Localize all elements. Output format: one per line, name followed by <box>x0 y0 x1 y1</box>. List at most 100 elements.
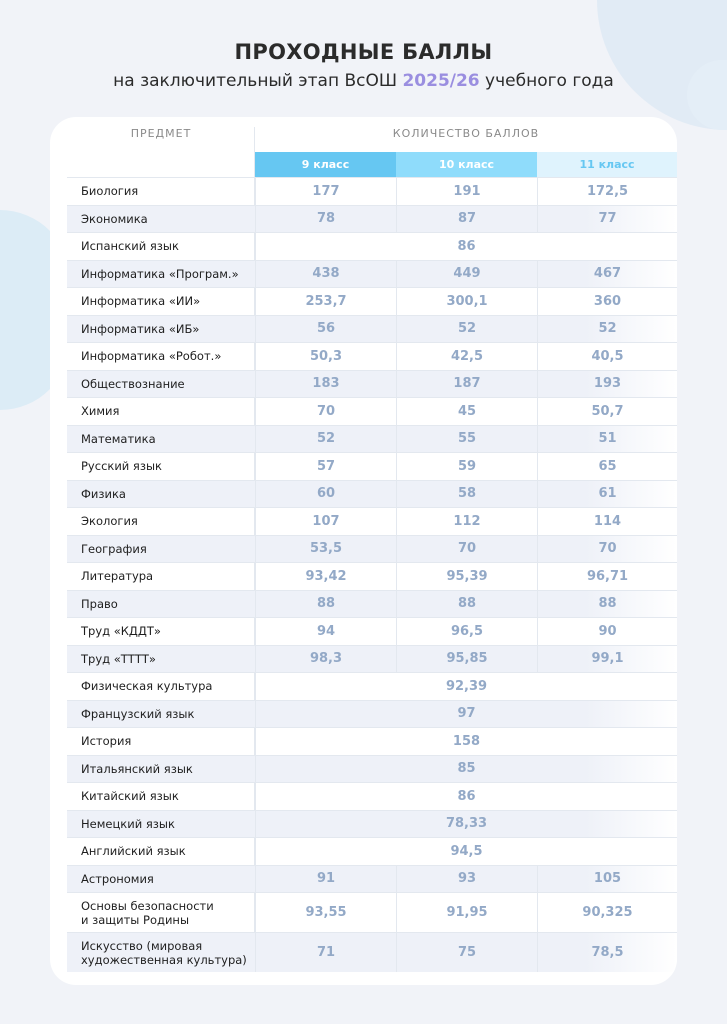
subject-name: Экономика <box>81 211 148 226</box>
score-grade-10: 191 <box>396 178 537 205</box>
score-grade-9: 53,5 <box>255 535 396 562</box>
subject-name: Труд «КДДТ» <box>81 624 161 639</box>
table-row: Искусство (мировая художественная культу… <box>67 932 677 972</box>
score-grade-10: 75 <box>396 933 537 972</box>
subject-name: Физика <box>81 486 126 501</box>
table-row: Химия 70 45 50,7 <box>67 397 677 425</box>
table-row: Биология 177 191 172,5 <box>67 177 677 205</box>
table-row: Литература 93,42 95,39 96,71 <box>67 562 677 590</box>
table-row: Французский язык 97 <box>67 699 677 727</box>
score-grade-10: 88 <box>396 590 537 617</box>
subject-name: Литература <box>81 569 154 584</box>
table-row: Основы безопасности и защиты Родины 93,55… <box>67 892 677 932</box>
table-body: Биология 177 191 172,5 Экономика 78 87 77 Испанс… <box>67 177 677 972</box>
table-row: Экология 107 112 114 <box>67 507 677 535</box>
score-grade-10: 112 <box>396 508 537 535</box>
subject-name: Информатика «Робот.» <box>81 349 222 364</box>
score-grade-11: 70 <box>537 535 677 562</box>
subject-column-header: ПРЕДМЕТ <box>130 127 192 140</box>
subject-name: Испанский язык <box>81 239 179 254</box>
subject-name: Итальянский язык <box>81 761 193 776</box>
table-row: История 158 <box>67 727 677 755</box>
table-row: Физика 60 58 61 <box>67 479 677 507</box>
table-row: Труд «КДДТ» 94 96,5 90 <box>67 617 677 645</box>
score-grade-11: 105 <box>537 865 677 892</box>
score-grade-10: 59 <box>396 453 537 480</box>
grade-11-header: 11 класс <box>537 152 677 177</box>
score-grade-9: 78 <box>255 205 396 232</box>
score-grade-10: 58 <box>396 480 537 507</box>
table-row: Информатика «ИБ» 56 52 52 <box>67 314 677 342</box>
score-grade-9: 91 <box>255 865 396 892</box>
score-grade-11: 50,7 <box>537 398 677 425</box>
score-grade-9: 94 <box>255 618 396 645</box>
score-grade-11: 90,325 <box>537 893 677 932</box>
table-row: Информатика «Програм.» 438 449 467 <box>67 259 677 287</box>
score-all-grades: 97 <box>255 700 677 727</box>
table-row: Математика 52 55 51 <box>67 424 677 452</box>
score-all-grades: 158 <box>255 728 677 755</box>
score-grade-10: 95,85 <box>396 645 537 672</box>
page-title: ПРОХОДНЫЕ БАЛЛЫ <box>234 40 493 64</box>
score-all-grades: 85 <box>255 755 677 782</box>
subject-name: Информатика «ИИ» <box>81 294 201 309</box>
score-grade-9: 98,3 <box>255 645 396 672</box>
score-grade-10: 70 <box>396 535 537 562</box>
subject-name: Английский язык <box>81 844 186 859</box>
score-grade-11: 77 <box>537 205 677 232</box>
score-all-grades: 92,39 <box>255 673 677 700</box>
score-grade-10: 91,95 <box>396 893 537 932</box>
table-row: Информатика «Робот.» 50,3 42,5 40,5 <box>67 342 677 370</box>
score-grade-9: 60 <box>255 480 396 507</box>
subject-name: Биология <box>81 184 139 199</box>
subject-name: Химия <box>81 404 120 419</box>
score-grade-10: 95,39 <box>396 563 537 590</box>
subtitle-text: на заключительный этап ВсОШ <box>113 71 398 91</box>
score-grade-9: 71 <box>255 933 396 972</box>
score-grade-11: 360 <box>537 288 677 315</box>
score-grade-11: 172,5 <box>537 178 677 205</box>
grade-9-header: 9 класс <box>255 152 396 177</box>
score-grade-11: 61 <box>537 480 677 507</box>
school-year: 2025/26 <box>402 71 480 91</box>
score-grade-9: 183 <box>255 370 396 397</box>
score-grade-10: 187 <box>396 370 537 397</box>
score-grade-11: 114 <box>537 508 677 535</box>
scores-column-header: КОЛИЧЕСТВО БАЛЛОВ <box>392 127 540 140</box>
score-grade-10: 52 <box>396 315 537 342</box>
subtitle-text-end: учебного года <box>485 71 614 91</box>
table-row: Русский язык 57 59 65 <box>67 452 677 480</box>
score-grade-10: 93 <box>396 865 537 892</box>
table-row: Испанский язык 86 <box>67 232 677 260</box>
subject-name: Русский язык <box>81 459 162 474</box>
subject-name: Информатика «Програм.» <box>81 266 239 281</box>
score-grade-11: 96,71 <box>537 563 677 590</box>
subject-name: Основы безопасности и защиты Родины <box>81 898 214 927</box>
score-grade-11: 52 <box>537 315 677 342</box>
score-grade-9: 93,55 <box>255 893 396 932</box>
score-all-grades: 86 <box>255 783 677 810</box>
score-grade-11: 65 <box>537 453 677 480</box>
table-row: Труд «ТТТТ» 98,3 95,85 99,1 <box>67 644 677 672</box>
subject-name: Труд «ТТТТ» <box>81 651 156 666</box>
table-row: Право 88 88 88 <box>67 589 677 617</box>
scores-table: ПРЕДМЕТ КОЛИЧЕСТВО БАЛЛОВ 9 класс 10 кла… <box>50 117 677 985</box>
score-grade-11: 78,5 <box>537 933 677 972</box>
subject-name: Обществознание <box>81 376 185 391</box>
score-grade-10: 45 <box>396 398 537 425</box>
subject-name: Математика <box>81 431 156 446</box>
score-grade-10: 87 <box>396 205 537 232</box>
table-row: Обществознание 183 187 193 <box>67 369 677 397</box>
table-row: Информатика «ИИ» 253,7 300,1 360 <box>67 287 677 315</box>
subject-name: Немецкий язык <box>81 816 175 831</box>
score-grade-11: 40,5 <box>537 343 677 370</box>
score-grade-9: 56 <box>255 315 396 342</box>
score-grade-10: 300,1 <box>396 288 537 315</box>
score-grade-10: 42,5 <box>396 343 537 370</box>
score-grade-11: 99,1 <box>537 645 677 672</box>
table-row: Английский язык 94,5 <box>67 837 677 865</box>
table-row: Итальянский язык 85 <box>67 754 677 782</box>
score-grade-9: 438 <box>255 260 396 287</box>
score-grade-11: 90 <box>537 618 677 645</box>
score-all-grades: 78,33 <box>255 810 677 837</box>
